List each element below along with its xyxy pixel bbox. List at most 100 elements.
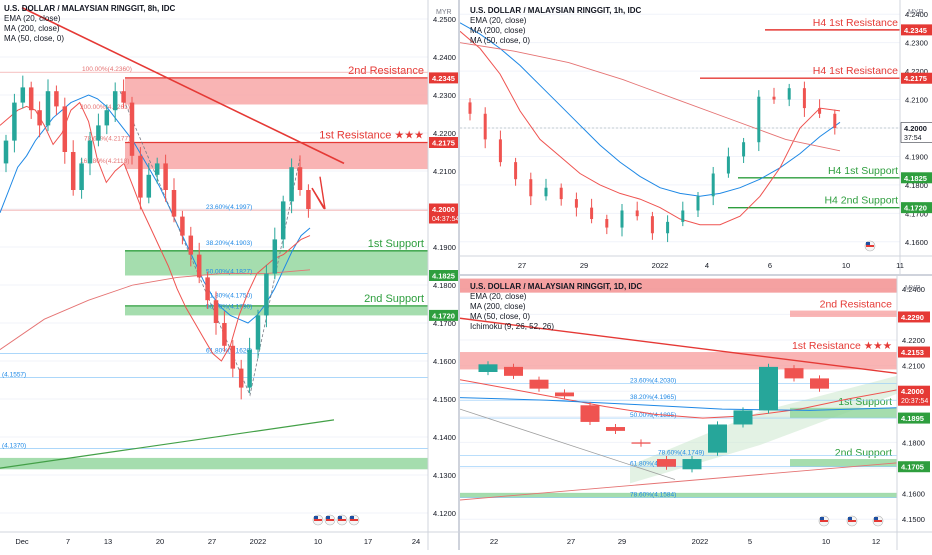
us-flag-icon-stripe bbox=[350, 519, 358, 521]
chart-canvas-8h[interactable]: 2nd Resistance 1st Resistance ★★★ 1st Supp… bbox=[0, 0, 461, 550]
price-tick-label: 4.1800 bbox=[905, 181, 928, 190]
price-tick-label: 4.2400 bbox=[905, 10, 928, 19]
downtrend-line bbox=[459, 317, 898, 374]
candle-body bbox=[163, 163, 168, 190]
chart-canvas-1h[interactable]: H4 1st Resistance H4 1st Resistance H4 1st… bbox=[459, 0, 932, 274]
price-badge: 4.2345 bbox=[904, 26, 927, 35]
fib-label: 78.60%(4.1749) bbox=[658, 449, 704, 456]
price-tick-label: 4.2100 bbox=[905, 96, 928, 105]
price-badge: 4.1825 bbox=[432, 272, 455, 281]
candle-body bbox=[514, 162, 518, 180]
zone-band bbox=[790, 459, 897, 467]
candle-body bbox=[96, 125, 101, 141]
zone-label: 1st Support bbox=[368, 238, 424, 250]
price-badge: 4.2175 bbox=[904, 74, 927, 83]
chart-panel-1d[interactable]: 2nd Resistance 1st Resistance ★★★ 1st Supp… bbox=[459, 276, 932, 550]
price-badge: 4.2175 bbox=[432, 139, 455, 148]
time-tick-label: 2022 bbox=[692, 537, 709, 546]
price-tick-label: 4.1500 bbox=[902, 515, 925, 524]
chart-canvas-1d[interactable]: 2nd Resistance 1st Resistance ★★★ 1st Supp… bbox=[459, 276, 932, 550]
candle-body bbox=[280, 201, 286, 240]
fib-label: 38.20%(4.1903) bbox=[206, 240, 252, 247]
candle-body bbox=[196, 254, 202, 278]
zone-label: 2nd Support bbox=[364, 293, 424, 305]
candle-body bbox=[802, 88, 806, 109]
candle-body bbox=[529, 379, 549, 389]
chart-panel-8h[interactable]: 2nd Resistance 1st Resistance ★★★ 1st Supp… bbox=[0, 0, 461, 550]
candle-body bbox=[12, 102, 17, 141]
fib-label: 78.60%(4.1584) bbox=[630, 492, 676, 499]
candle-body bbox=[708, 424, 727, 453]
us-flag-icon-stripe bbox=[326, 519, 334, 521]
price-tick-label: 4.1600 bbox=[905, 238, 928, 247]
price-badge: 4.2000 bbox=[432, 205, 455, 214]
candle-body bbox=[468, 102, 472, 114]
time-tick-label: 2022 bbox=[652, 261, 669, 270]
candle-body bbox=[681, 210, 685, 222]
candle-body bbox=[306, 190, 311, 209]
candle-body bbox=[188, 235, 194, 255]
candle-body bbox=[555, 392, 574, 397]
time-tick-label: 29 bbox=[618, 537, 626, 546]
candle-body bbox=[504, 366, 523, 376]
zone-band bbox=[125, 305, 428, 316]
price-tick-label: 4.2400 bbox=[902, 285, 925, 294]
time-tick-label: 13 bbox=[104, 537, 112, 546]
ema20-line bbox=[459, 30, 841, 226]
time-tick-label: 5 bbox=[748, 537, 752, 546]
ma200-line bbox=[459, 462, 898, 501]
time-tick-label: 20 bbox=[156, 537, 164, 546]
level-label: H4 1st Resistance bbox=[813, 17, 898, 29]
price-badge: 4.1705 bbox=[901, 463, 924, 472]
price-tick-label: 4.1600 bbox=[902, 490, 925, 499]
price-badge-bg bbox=[429, 270, 461, 281]
price-badge: 4.1895 bbox=[901, 414, 924, 423]
candle-body bbox=[605, 219, 609, 228]
price-tick-label: 4.1900 bbox=[905, 152, 928, 161]
candle-body bbox=[657, 459, 676, 467]
panel-divider-vertical bbox=[458, 0, 460, 550]
zone-band bbox=[790, 407, 897, 419]
us-flag-icon-canton bbox=[350, 516, 354, 519]
price-badge: 4.2290 bbox=[901, 313, 924, 322]
candle-body bbox=[121, 91, 126, 103]
price-tick-label: 4.1500 bbox=[433, 395, 456, 404]
candle-body bbox=[498, 139, 502, 163]
us-flag-icon-stripe bbox=[874, 520, 882, 522]
us-flag-icon-canton bbox=[848, 517, 852, 520]
price-tick-label: 4.1700 bbox=[433, 319, 456, 328]
chart-panel-1h[interactable]: H4 1st Resistance H4 1st Resistance H4 1st… bbox=[459, 0, 932, 274]
candle-body bbox=[696, 196, 700, 211]
price-badge: 4.2345 bbox=[432, 74, 455, 83]
level-label: H4 1st Resistance bbox=[813, 65, 898, 77]
zone-band bbox=[790, 310, 897, 317]
candle-body bbox=[213, 300, 219, 323]
price-badge-bg bbox=[901, 202, 932, 214]
candle-body bbox=[631, 442, 651, 444]
candle-body bbox=[711, 173, 715, 197]
us-flag-icon-stripe bbox=[338, 519, 346, 521]
uptrend-line bbox=[0, 419, 335, 469]
candle-body bbox=[810, 378, 829, 389]
candle-body bbox=[146, 174, 152, 198]
candle-body bbox=[726, 156, 730, 174]
zone-band bbox=[460, 492, 897, 498]
candle-body bbox=[580, 405, 600, 422]
candle-body bbox=[154, 163, 160, 175]
candle-body bbox=[255, 315, 261, 350]
candle-body bbox=[264, 273, 269, 316]
candle-body bbox=[818, 108, 822, 114]
zone-band bbox=[0, 457, 428, 470]
price-badge-bg bbox=[901, 172, 932, 184]
fib-label: (4.1370) bbox=[2, 442, 26, 449]
zone-band bbox=[125, 77, 428, 105]
candle-body bbox=[297, 167, 303, 190]
candle-body bbox=[574, 199, 578, 208]
candle-body bbox=[238, 368, 244, 388]
candle-body bbox=[45, 91, 51, 126]
zone-band bbox=[460, 352, 897, 370]
candle-body bbox=[666, 221, 670, 234]
candle-body bbox=[478, 364, 498, 372]
fib-label: 38.20%(4.1965) bbox=[630, 394, 676, 401]
price-badge-bg bbox=[429, 72, 461, 84]
